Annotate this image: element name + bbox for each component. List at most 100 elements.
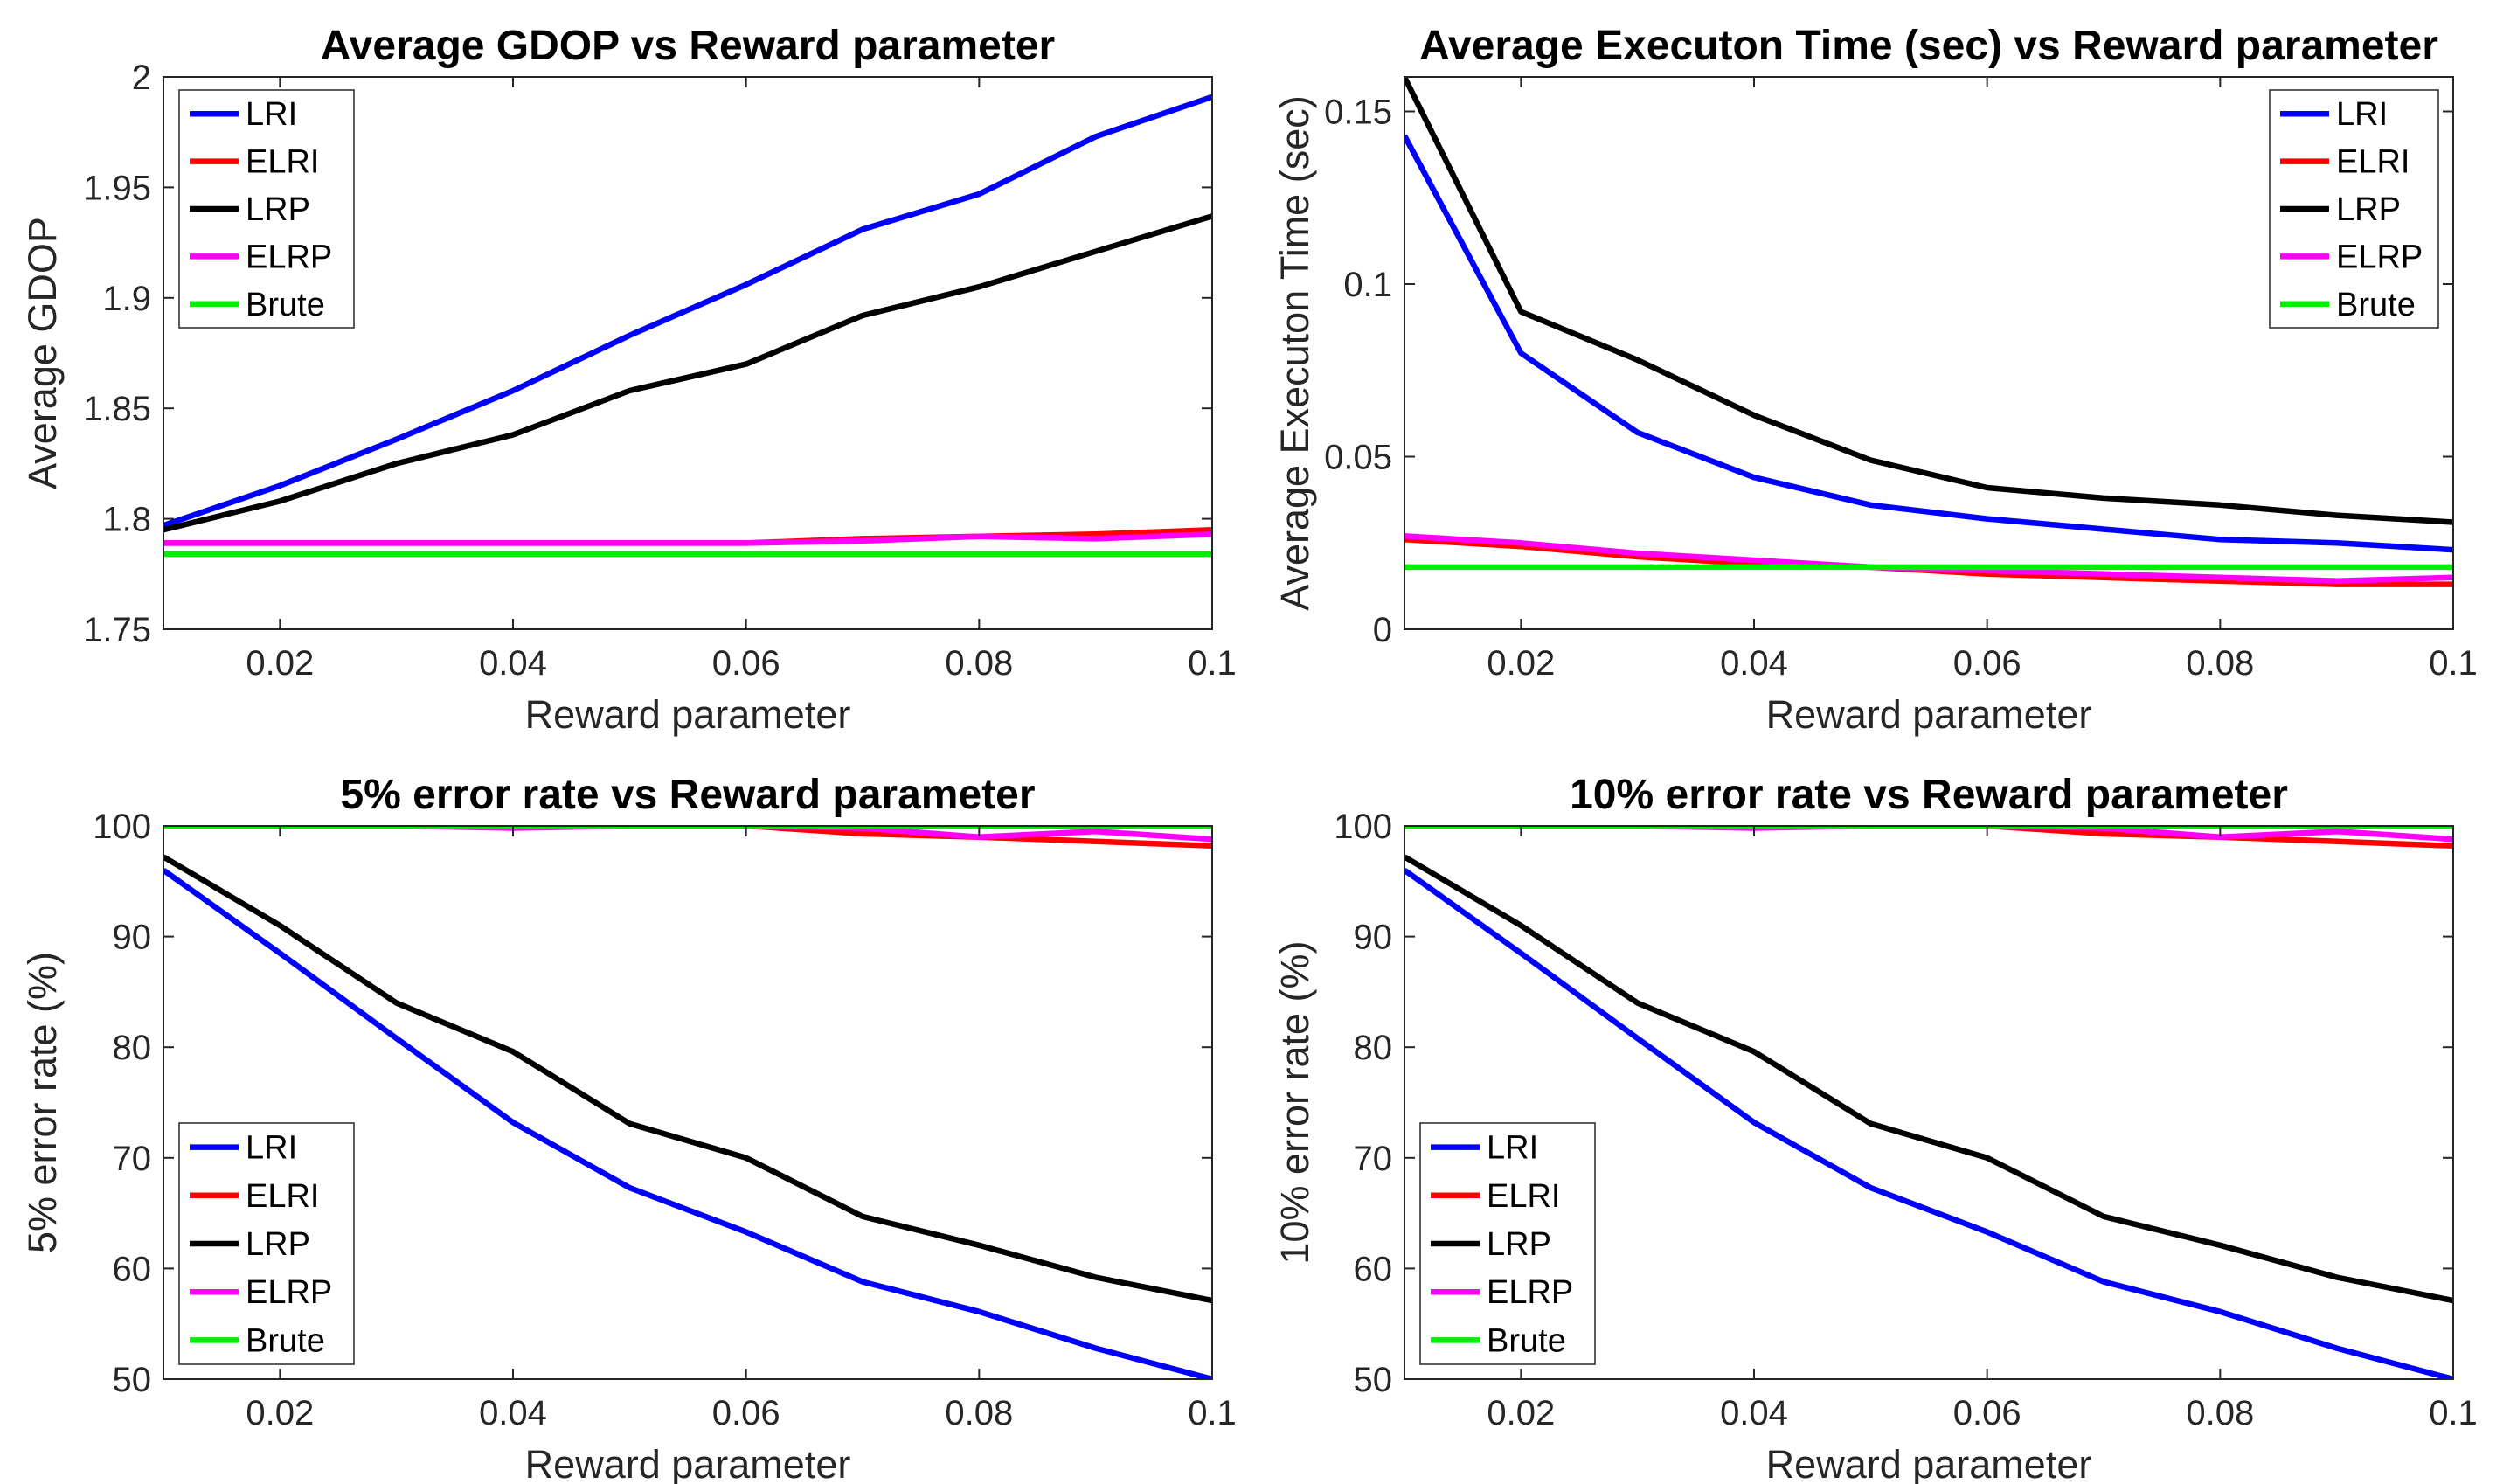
x-tick-label: 0.06 xyxy=(1953,1394,2021,1432)
series-lines xyxy=(1404,826,2453,1379)
x-tick-label: 0.08 xyxy=(945,644,1013,683)
legend: LRI ELRI LRP ELRP Brute xyxy=(2269,89,2439,329)
y-tick-label: 60 xyxy=(1354,1250,1393,1288)
chart-title: Average GDOP vs Reward parameter xyxy=(321,23,1055,69)
series-line-elri xyxy=(163,826,1212,849)
x-tick-label: 0.1 xyxy=(2429,644,2478,683)
legend-label-brute: Brute xyxy=(1487,1322,1566,1359)
y-tick-label: 90 xyxy=(1354,919,1393,957)
chart-title: 5% error rate vs Reward parameter xyxy=(340,772,1035,818)
x-tick-label: 0.02 xyxy=(1487,644,1555,683)
x-tick-label: 0.04 xyxy=(1720,644,1788,683)
legend-label-elrp: ELRP xyxy=(246,239,332,275)
series-line-lrp xyxy=(163,854,1212,1304)
chart-title: Average Executon Time (sec) vs Reward pa… xyxy=(1419,23,2438,69)
series-line-elrp xyxy=(163,826,1212,843)
y-tick-label: 1.8 xyxy=(102,501,151,539)
y-tick-label: 50 xyxy=(1354,1361,1393,1399)
x-tick-label: 0.06 xyxy=(712,1394,780,1432)
x-tick-label: 0.06 xyxy=(1953,644,2021,683)
y-axis-label: 10% error rate (%) xyxy=(1272,940,1317,1264)
y-tick-label: 60 xyxy=(113,1250,152,1288)
y-axis-label: Average Executon Time (sec) xyxy=(1272,95,1317,610)
x-tick-label: 0.02 xyxy=(246,1394,314,1432)
x-axis-label: Reward parameter xyxy=(525,1442,851,1484)
legend-label-lrp: LRP xyxy=(246,191,310,228)
x-tick-label: 0.04 xyxy=(1720,1394,1788,1432)
y-tick-label: 50 xyxy=(113,1361,152,1399)
y-tick-label: 90 xyxy=(113,919,152,957)
series-line-lri xyxy=(163,867,1212,1379)
x-tick-label: 0.08 xyxy=(945,1394,1013,1432)
y-tick-label: 80 xyxy=(113,1029,152,1067)
chart-panel-1: 0.02 0.04 0.06 0.08 0.1 1.75 1.8 1.85 1.9 1.95 2 Av… xyxy=(20,23,1237,737)
x-tick-label: 0.08 xyxy=(2186,644,2254,683)
y-tick-label: 100 xyxy=(1334,808,1392,846)
series-line-lri xyxy=(163,94,1212,529)
x-axis-label: Reward parameter xyxy=(525,692,851,737)
legend-label-lrp: LRP xyxy=(1487,1226,1551,1263)
x-axis-label: Reward parameter xyxy=(1766,692,2092,737)
series-line-lrp xyxy=(1404,77,2453,525)
x-axis-label: Reward parameter xyxy=(1766,1442,2092,1484)
legend-label-elrp: ELRP xyxy=(1487,1274,1573,1311)
axes-box xyxy=(163,825,1213,1380)
legend: LRI ELRI LRP ELRP Brute xyxy=(1419,1122,1596,1365)
series-lines xyxy=(1404,77,2453,587)
legend-label-brute: Brute xyxy=(246,287,325,323)
legend-label-elri: ELRI xyxy=(1487,1178,1560,1215)
legend-label-brute: Brute xyxy=(2336,287,2416,323)
legend-label-elri: ELRI xyxy=(246,1178,319,1215)
legend-label-lrp: LRP xyxy=(2336,191,2401,228)
y-axis-label: Average GDOP xyxy=(20,217,65,489)
series-line-lrp xyxy=(163,213,1212,533)
x-tick-label: 0.04 xyxy=(479,1394,547,1432)
chart-title: 10% error rate vs Reward parameter xyxy=(1570,772,2288,818)
y-tick-label: 70 xyxy=(1354,1140,1393,1178)
y-tick-label: 0.05 xyxy=(1324,439,1392,477)
legend-label-lri: LRI xyxy=(2336,96,2388,133)
legend-label-brute: Brute xyxy=(246,1322,325,1359)
x-tick-label: 0.1 xyxy=(1188,1394,1237,1432)
y-tick-label: 0.1 xyxy=(1343,266,1392,304)
x-tick-label: 0.06 xyxy=(712,644,780,683)
y-tick-label: 100 xyxy=(93,808,151,846)
series-line-elrp xyxy=(1404,826,2453,843)
chart-panel-4: 0.02 0.04 0.06 0.08 0.1 50 60 70 80 90 100 10% erro… xyxy=(1272,772,2478,1484)
series-line-lrp xyxy=(1404,854,2453,1304)
y-tick-label: 1.85 xyxy=(83,390,151,428)
series-line-lri xyxy=(1404,867,2453,1379)
axes-box xyxy=(1404,76,2454,630)
y-tick-label: 70 xyxy=(113,1140,152,1178)
x-tick-label: 0.08 xyxy=(2186,1394,2254,1432)
series-line-elri xyxy=(1404,826,2453,849)
legend-label-lri: LRI xyxy=(246,1130,297,1167)
y-tick-label: 1.75 xyxy=(83,611,151,649)
y-tick-label: 1.9 xyxy=(102,280,151,318)
axes-box xyxy=(163,76,1213,630)
y-tick-label: 0.15 xyxy=(1324,94,1392,132)
x-tick-label: 0.1 xyxy=(2429,1394,2478,1432)
x-tick-label: 0.1 xyxy=(1188,644,1237,683)
y-tick-label: 0 xyxy=(1373,611,1392,649)
series-line-lri xyxy=(1404,134,2453,553)
axes-box xyxy=(1404,825,2454,1380)
legend-label-elri: ELRI xyxy=(246,144,319,181)
chart-panel-3: 0.02 0.04 0.06 0.08 0.1 50 60 70 80 90 100 5% error… xyxy=(20,772,1237,1484)
legend-label-elri: ELRI xyxy=(2336,144,2410,181)
y-tick-label: 1.95 xyxy=(83,169,151,207)
y-tick-label: 80 xyxy=(1354,1029,1393,1067)
legend-label-lrp: LRP xyxy=(246,1226,310,1263)
legend: LRI ELRI LRP ELRP Brute xyxy=(178,1122,355,1365)
x-tick-label: 0.02 xyxy=(1487,1394,1555,1432)
x-tick-label: 0.02 xyxy=(246,644,314,683)
legend-label-lri: LRI xyxy=(1487,1130,1538,1167)
legend: LRI ELRI LRP ELRP Brute xyxy=(178,89,355,329)
legend-label-elrp: ELRP xyxy=(2336,239,2423,275)
series-lines xyxy=(163,826,1212,1379)
x-tick-label: 0.04 xyxy=(479,644,547,683)
y-axis-label: 5% error rate (%) xyxy=(20,952,65,1253)
series-lines xyxy=(163,94,1212,558)
